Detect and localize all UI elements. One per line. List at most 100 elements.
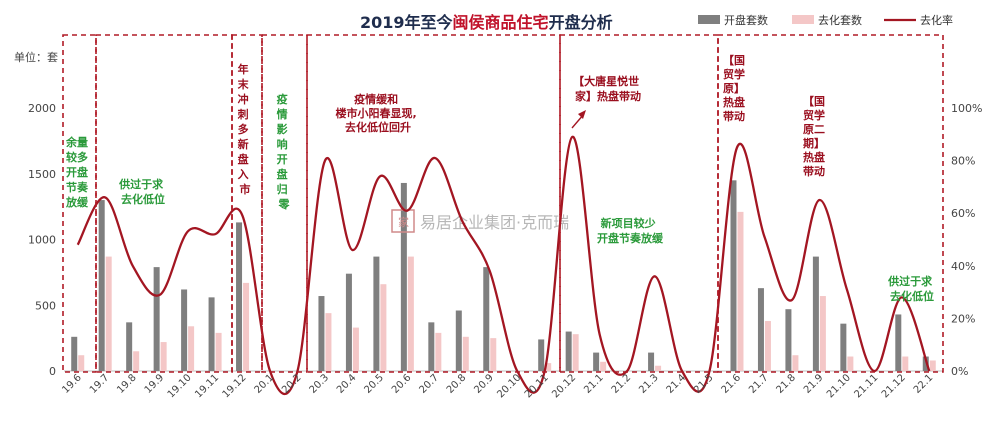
bars xyxy=(71,180,936,371)
bar-open xyxy=(428,322,435,371)
bar-sold xyxy=(133,351,140,371)
bar-open xyxy=(153,267,160,371)
bar-open xyxy=(812,256,819,371)
bar-open xyxy=(730,180,737,371)
x-tick-label: 19.6 xyxy=(60,372,84,396)
x-tick-label: 21.5 xyxy=(692,372,716,396)
bar-open xyxy=(98,200,105,371)
x-tick-label: 19.9 xyxy=(143,372,167,396)
bar-sold xyxy=(545,363,552,371)
x-tick-label: 19.8 xyxy=(115,372,139,396)
left-tick-label: 500 xyxy=(35,299,56,312)
left-axis: 0 500 1000 1500 2000 xyxy=(28,102,56,378)
x-tick-label: 20.6 xyxy=(390,372,414,396)
right-tick-label: 100% xyxy=(951,102,982,115)
bar-open xyxy=(648,352,655,371)
x-tick-label: 21.6 xyxy=(720,372,744,396)
x-tick-label: 22.1 xyxy=(912,372,936,396)
right-axis: 0% 20% 40% 60% 80% 100% xyxy=(951,102,982,378)
right-tick-label: 80% xyxy=(951,155,975,168)
bar-sold xyxy=(215,332,222,371)
y-unit-label: 单位：套 xyxy=(14,50,58,64)
x-tick-label: 19.10 xyxy=(166,372,194,400)
right-tick-label: 20% xyxy=(951,312,975,325)
x-tick-label: 19.7 xyxy=(88,372,112,396)
period-box-2 xyxy=(95,34,233,373)
right-tick-label: 60% xyxy=(951,207,975,220)
left-tick-label: 2000 xyxy=(28,102,56,115)
bar-sold xyxy=(380,284,387,371)
bar-open xyxy=(785,309,792,371)
x-tick-label: 21.11 xyxy=(852,372,880,400)
bar-sold xyxy=(352,327,359,371)
watermark-text: 易居企业集团·克而瑞 xyxy=(420,213,569,232)
x-tick-label: 20.4 xyxy=(335,372,359,396)
bar-sold xyxy=(737,211,744,371)
annotation-6: 【大唐星悦世 家】热盘带动 xyxy=(573,74,643,103)
bar-open xyxy=(71,336,78,371)
bar-sold xyxy=(435,332,442,371)
title-highlight: 闽侯商品住宅 xyxy=(453,13,549,32)
annotation-4: 疫 情 影 响 开 盘 归 零 xyxy=(277,92,292,211)
bar-sold xyxy=(655,365,662,371)
bar-open xyxy=(538,339,545,371)
bar-sold xyxy=(929,360,936,371)
x-axis-ticks: 19.6 19.7 19.8 19.9 19.10 19.11 19.12 20.1 20.2 2… xyxy=(60,372,935,400)
bar-sold xyxy=(902,356,909,371)
x-tick-label: 21.3 xyxy=(637,372,661,396)
bar-open xyxy=(208,297,215,371)
period-box-5 xyxy=(306,34,561,373)
bar-open xyxy=(593,352,600,371)
title-prefix: 2019年至今 xyxy=(360,13,453,32)
bar-open xyxy=(757,288,764,371)
bar-sold xyxy=(78,355,85,371)
x-tick-label: 19.12 xyxy=(221,372,249,400)
arrow-icon xyxy=(571,110,586,129)
period-boxes xyxy=(62,34,944,373)
x-tick-label: 20.7 xyxy=(417,372,441,396)
legend-swatch-sold xyxy=(792,15,814,24)
bar-sold xyxy=(462,336,469,371)
left-tick-label: 1000 xyxy=(28,234,56,247)
bar-open xyxy=(318,296,325,371)
bar-open xyxy=(922,356,929,371)
legend-swatch-open xyxy=(698,15,720,24)
annotation-9: 【国 贸学 原二 期】 热盘 带动 xyxy=(803,95,829,178)
bar-open xyxy=(483,267,490,371)
bar-open xyxy=(895,314,902,371)
bar-sold xyxy=(490,338,497,371)
annotation-2: 供过于求 去化低位 xyxy=(118,177,167,206)
bar-sold xyxy=(243,282,250,371)
bar-sold xyxy=(792,355,799,371)
x-tick-label: 20.9 xyxy=(472,372,496,396)
period-box-4 xyxy=(261,34,308,373)
title-suffix: 开盘分析 xyxy=(549,13,613,32)
annotation-1: 余量 较多 开盘 节奏 放缓 xyxy=(65,135,92,209)
bar-open xyxy=(400,182,407,371)
bar-sold xyxy=(325,313,332,371)
legend-label-open: 开盘套数 xyxy=(724,13,768,27)
bar-open xyxy=(840,323,847,371)
period-box-7 xyxy=(717,34,944,373)
annotation-10: 供过于求 去化低位 xyxy=(887,274,936,303)
x-tick-label: 20.5 xyxy=(362,372,386,396)
x-tick-label: 21.2 xyxy=(610,372,634,396)
x-tick-label: 20.3 xyxy=(308,372,332,396)
right-tick-label: 0% xyxy=(951,365,968,378)
bar-sold xyxy=(572,334,579,371)
x-tick-label: 20.10 xyxy=(495,372,523,400)
watermark-logo-glyph-icon: 家 xyxy=(398,215,409,229)
x-tick-label: 21.8 xyxy=(775,372,799,396)
x-tick-label: 20.2 xyxy=(280,372,304,396)
bar-sold xyxy=(407,256,414,371)
watermark: 家 易居企业集团·克而瑞 xyxy=(391,209,569,233)
legend-label-rate: 去化率 xyxy=(920,13,953,27)
bar-sold xyxy=(847,356,854,371)
bar-open xyxy=(181,289,188,371)
x-tick-label: 19.11 xyxy=(193,372,221,400)
bar-open xyxy=(455,310,462,371)
bar-open xyxy=(373,256,380,371)
bar-open xyxy=(236,222,243,371)
annotation-5: 疫情缓和 楼市小阳春显现, 去化低位回升 xyxy=(335,92,420,134)
